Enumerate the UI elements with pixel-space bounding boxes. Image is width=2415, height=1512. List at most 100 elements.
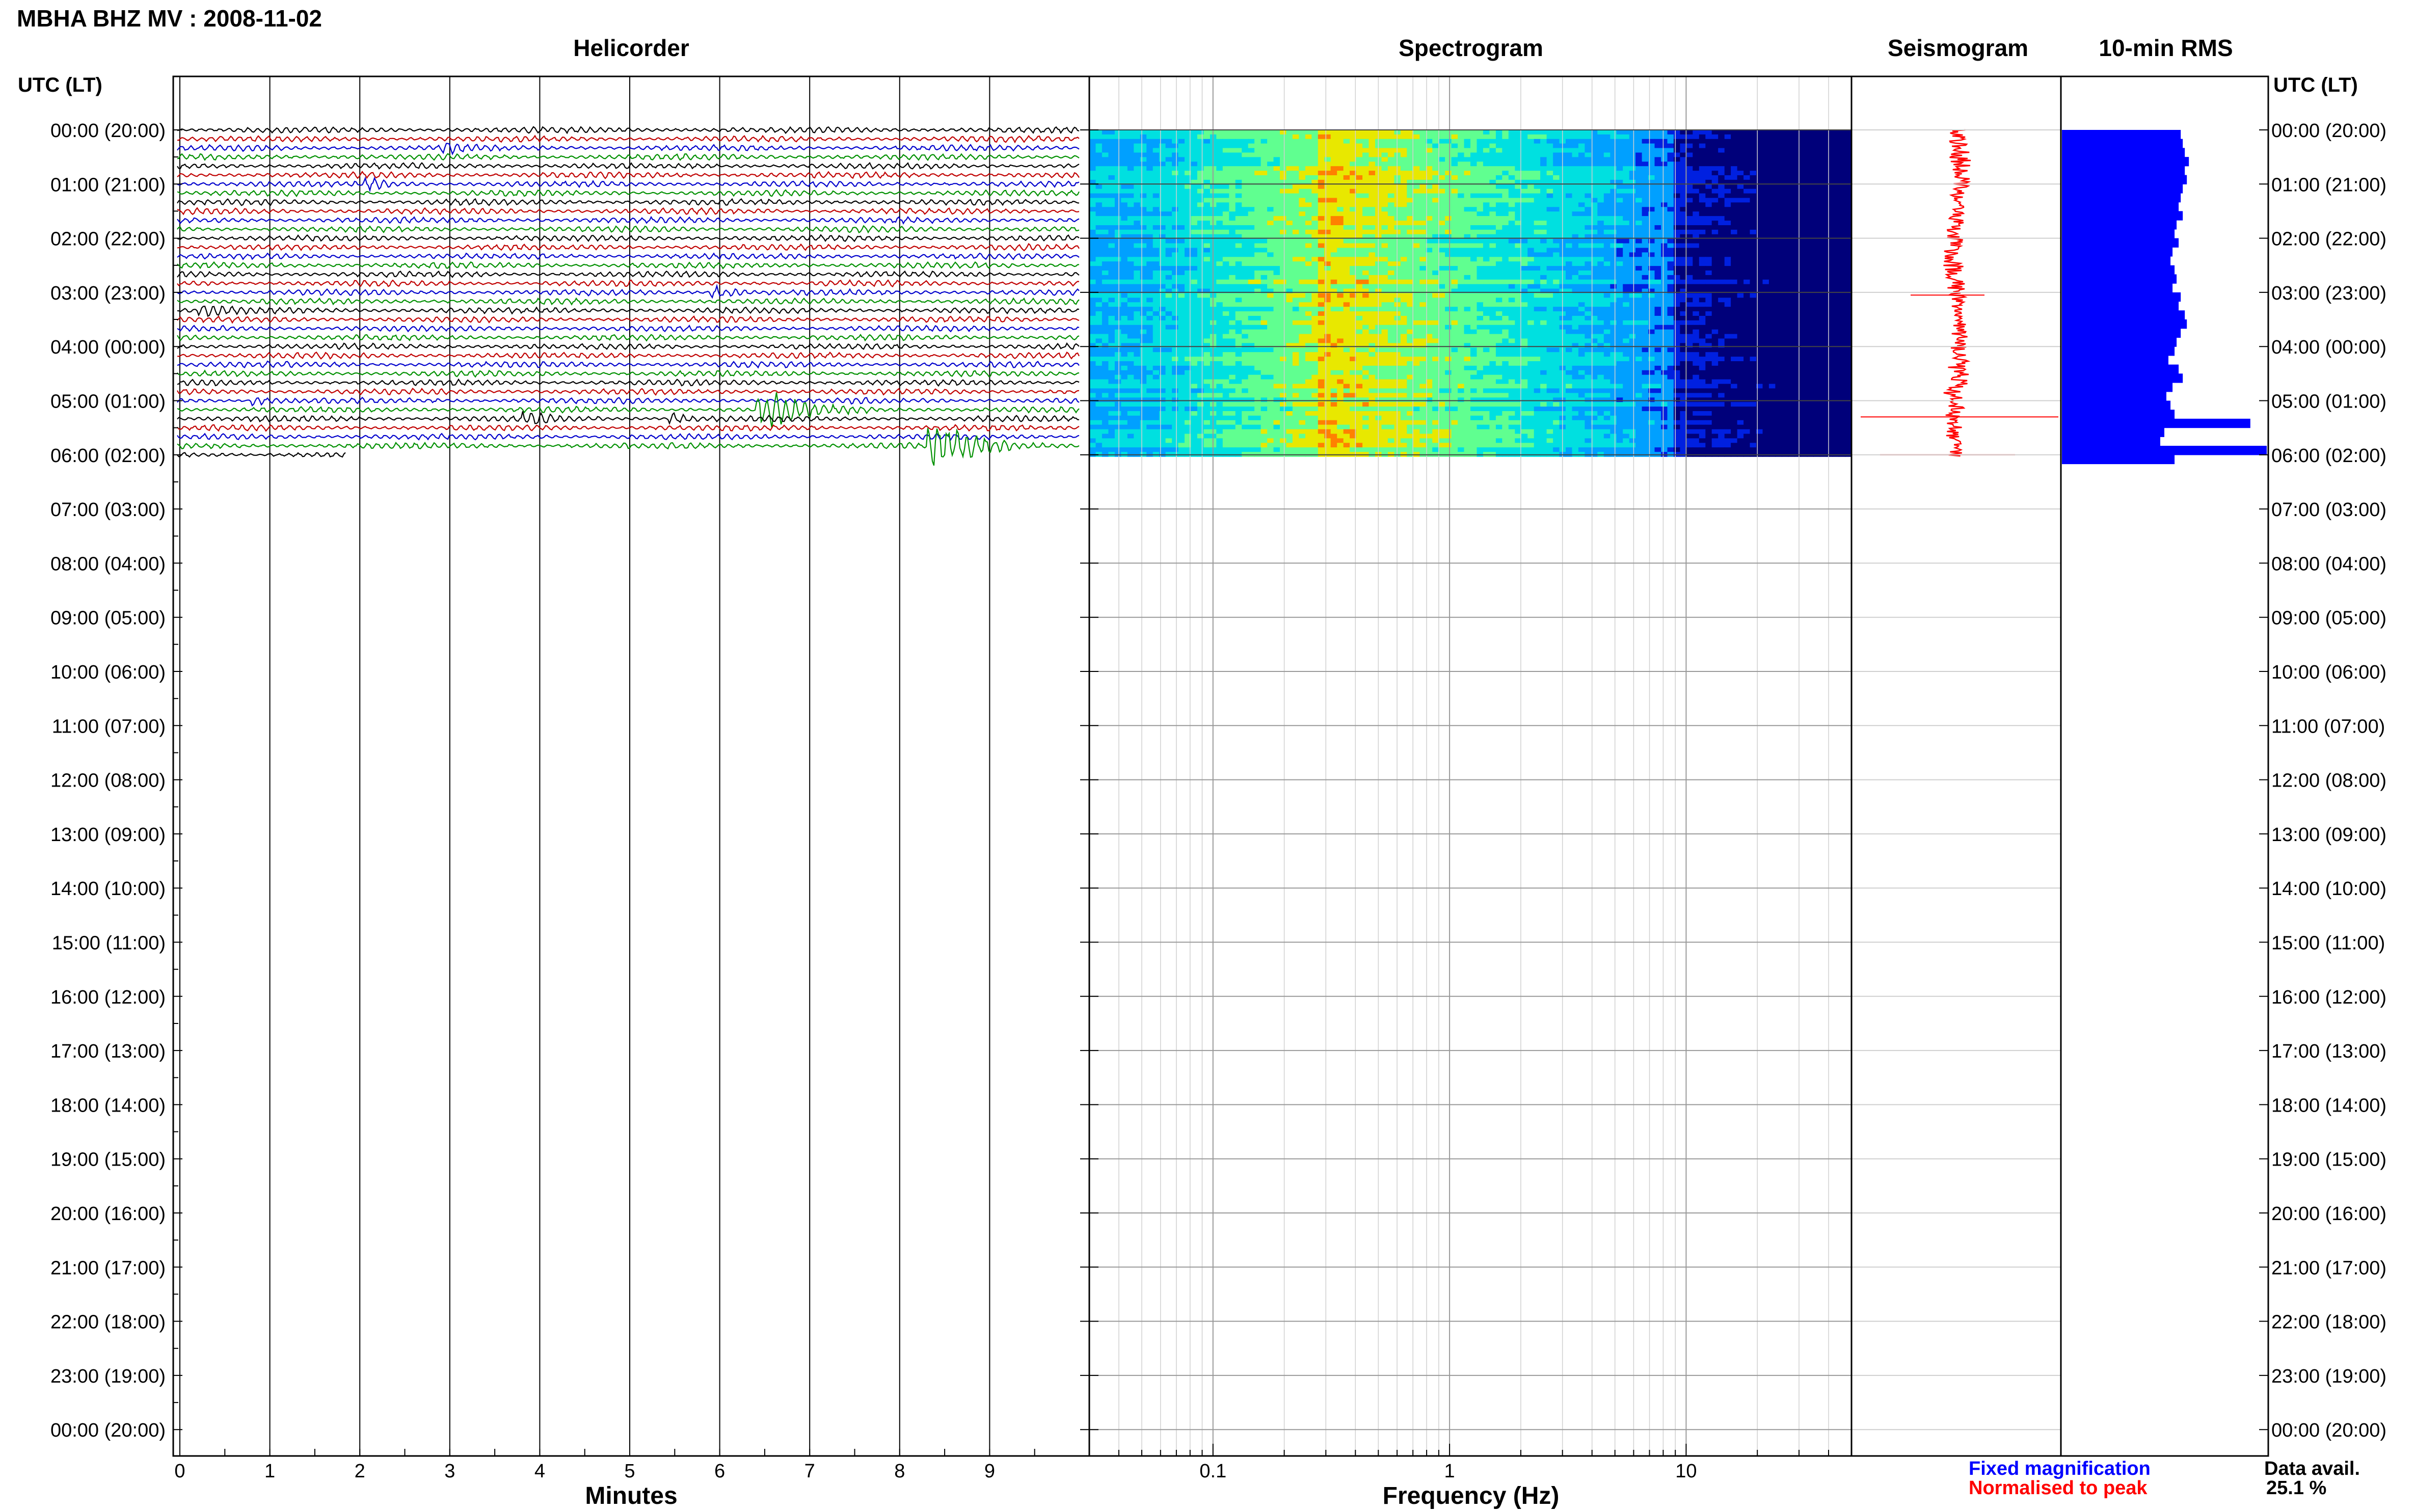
helicorder-trace-line [177, 343, 1079, 349]
hour-label-right: 23:00 (19:00) [2271, 1366, 2386, 1387]
helicorder-trace-line [177, 370, 1079, 376]
helicorder-trace-line [177, 262, 1079, 268]
rms-bar [2062, 419, 2250, 428]
hour-label-right: 21:00 (17:00) [2271, 1257, 2386, 1279]
hour-label-right: 02:00 (22:00) [2271, 229, 2386, 250]
helicorder-trace-line [177, 178, 1079, 191]
helicorder-trace-line [177, 389, 1079, 395]
rms-bar [2062, 455, 2175, 464]
helicorder-traces [177, 127, 1079, 466]
rms-bar [2062, 292, 2181, 302]
hour-label-left: 12:00 (08:00) [50, 770, 166, 792]
hour-label-left: 11:00 (07:00) [52, 716, 166, 737]
hour-label-left: 03:00 (23:00) [50, 283, 166, 304]
hour-label-left: 06:00 (02:00) [50, 445, 166, 467]
helicorder-trace-line [177, 208, 1079, 214]
helicorder-tick-label: 5 [624, 1461, 635, 1482]
hour-label-left: 04:00 (00:00) [50, 337, 166, 358]
rms-bar [2062, 410, 2175, 419]
helicorder-trace-line [177, 136, 1079, 143]
hour-label-left: 19:00 (15:00) [50, 1149, 166, 1171]
hour-label-right: 05:00 (01:00) [2271, 391, 2386, 413]
helicorder-trace-line [177, 144, 1079, 154]
hour-label-right: 04:00 (00:00) [2271, 337, 2386, 358]
helicorder-trace-line [177, 428, 1079, 465]
helicorder-trace-line [177, 244, 1079, 251]
helicorder-trace-line [177, 199, 1079, 206]
rms-bar [2062, 130, 2181, 139]
helicorder-trace-line [177, 280, 1079, 287]
page-title: MBHA BHZ MV : 2008-11-02 [17, 5, 322, 32]
helicorder-trace-line [177, 425, 1079, 431]
hour-label-left: 09:00 (05:00) [50, 608, 166, 629]
helicorder-tick-label: 3 [444, 1461, 455, 1482]
rms-bar [2062, 166, 2185, 175]
helicorder-trace-line [177, 154, 1079, 160]
hour-label-right: 22:00 (18:00) [2271, 1312, 2386, 1333]
spectrogram-tick-label: 1 [1444, 1461, 1455, 1482]
hour-label-left: 10:00 (06:00) [50, 662, 166, 683]
hour-label-left: 08:00 (04:00) [50, 553, 166, 575]
seismogram-title: Seismogram [1888, 35, 2028, 61]
helicorder-trace-line [177, 217, 1079, 224]
hour-label-right: 19:00 (15:00) [2271, 1149, 2386, 1171]
helicorder-trace-line [177, 190, 1079, 197]
helicorder-trace-line [177, 392, 1079, 428]
rms-bar [2062, 184, 2183, 193]
spectrogram-title: Spectrogram [1399, 35, 1543, 61]
hour-label-left: 22:00 (18:00) [50, 1312, 166, 1333]
hour-label-right: 13:00 (09:00) [2271, 824, 2386, 846]
rms-bar [2062, 302, 2179, 311]
rms-bar [2062, 373, 2183, 383]
helicorder-tick-label: 8 [894, 1461, 905, 1482]
hour-label-left: 20:00 (16:00) [50, 1203, 166, 1225]
hour-label-right: 08:00 (04:00) [2271, 553, 2386, 575]
data-availability-label: Data avail. [2264, 1458, 2360, 1479]
helicorder-trace-line [177, 299, 1079, 305]
hour-label-left: 21:00 (17:00) [50, 1257, 166, 1279]
rms-bar [2062, 310, 2185, 319]
helicorder-tick-label: 1 [264, 1461, 275, 1482]
rms-bar [2062, 319, 2187, 329]
rms-bar [2062, 383, 2172, 392]
rms-bar [2062, 193, 2181, 202]
hour-label-right: 03:00 (23:00) [2271, 283, 2386, 304]
rms-bar [2062, 229, 2175, 238]
hour-label-right: 07:00 (03:00) [2271, 499, 2386, 521]
data-availability-value: 25.1 % [2266, 1477, 2326, 1499]
rms-bar [2062, 175, 2187, 184]
hour-label-right: 16:00 (12:00) [2271, 987, 2386, 1008]
spectrogram-image [1089, 130, 1852, 457]
seismogram-trace [1861, 130, 2058, 456]
rms-bars [2062, 130, 2267, 464]
hour-label-left: 18:00 (14:00) [50, 1095, 166, 1116]
helicorder-trace-line [177, 286, 1079, 298]
hour-label-right: 10:00 (06:00) [2271, 662, 2386, 683]
helicorder-tick-label: 2 [355, 1461, 365, 1482]
rms-bar [2062, 148, 2185, 157]
helicorder-trace-line [177, 326, 1079, 332]
helicorder-trace-line [177, 316, 1079, 323]
rms-bar [2062, 256, 2170, 265]
rms-bar [2062, 437, 2160, 446]
rms-bar [2062, 401, 2170, 410]
helicorder-trace-line [177, 172, 1079, 178]
hour-label-right: 06:00 (02:00) [2271, 445, 2386, 467]
helicorder-trace-line [177, 127, 1079, 133]
helicorder-trace-line [177, 397, 1079, 406]
rms-bar [2062, 275, 2177, 284]
rms-bar [2062, 338, 2177, 347]
helicorder-grid [180, 76, 989, 1456]
helicorder-trace-line [177, 380, 1079, 386]
helicorder-trace-line [177, 272, 1079, 278]
hour-label-right: 00:00 (20:00) [2271, 1420, 2386, 1441]
helicorder-trace-line [177, 226, 1079, 232]
hour-label-right: 00:00 (20:00) [2271, 120, 2386, 142]
hour-label-left: 15:00 (11:00) [52, 933, 166, 954]
hour-label-left: 05:00 (01:00) [50, 391, 166, 413]
hour-label-left: 01:00 (21:00) [50, 174, 166, 196]
rms-bar [2062, 220, 2177, 229]
hour-label-right: 20:00 (16:00) [2271, 1203, 2386, 1225]
